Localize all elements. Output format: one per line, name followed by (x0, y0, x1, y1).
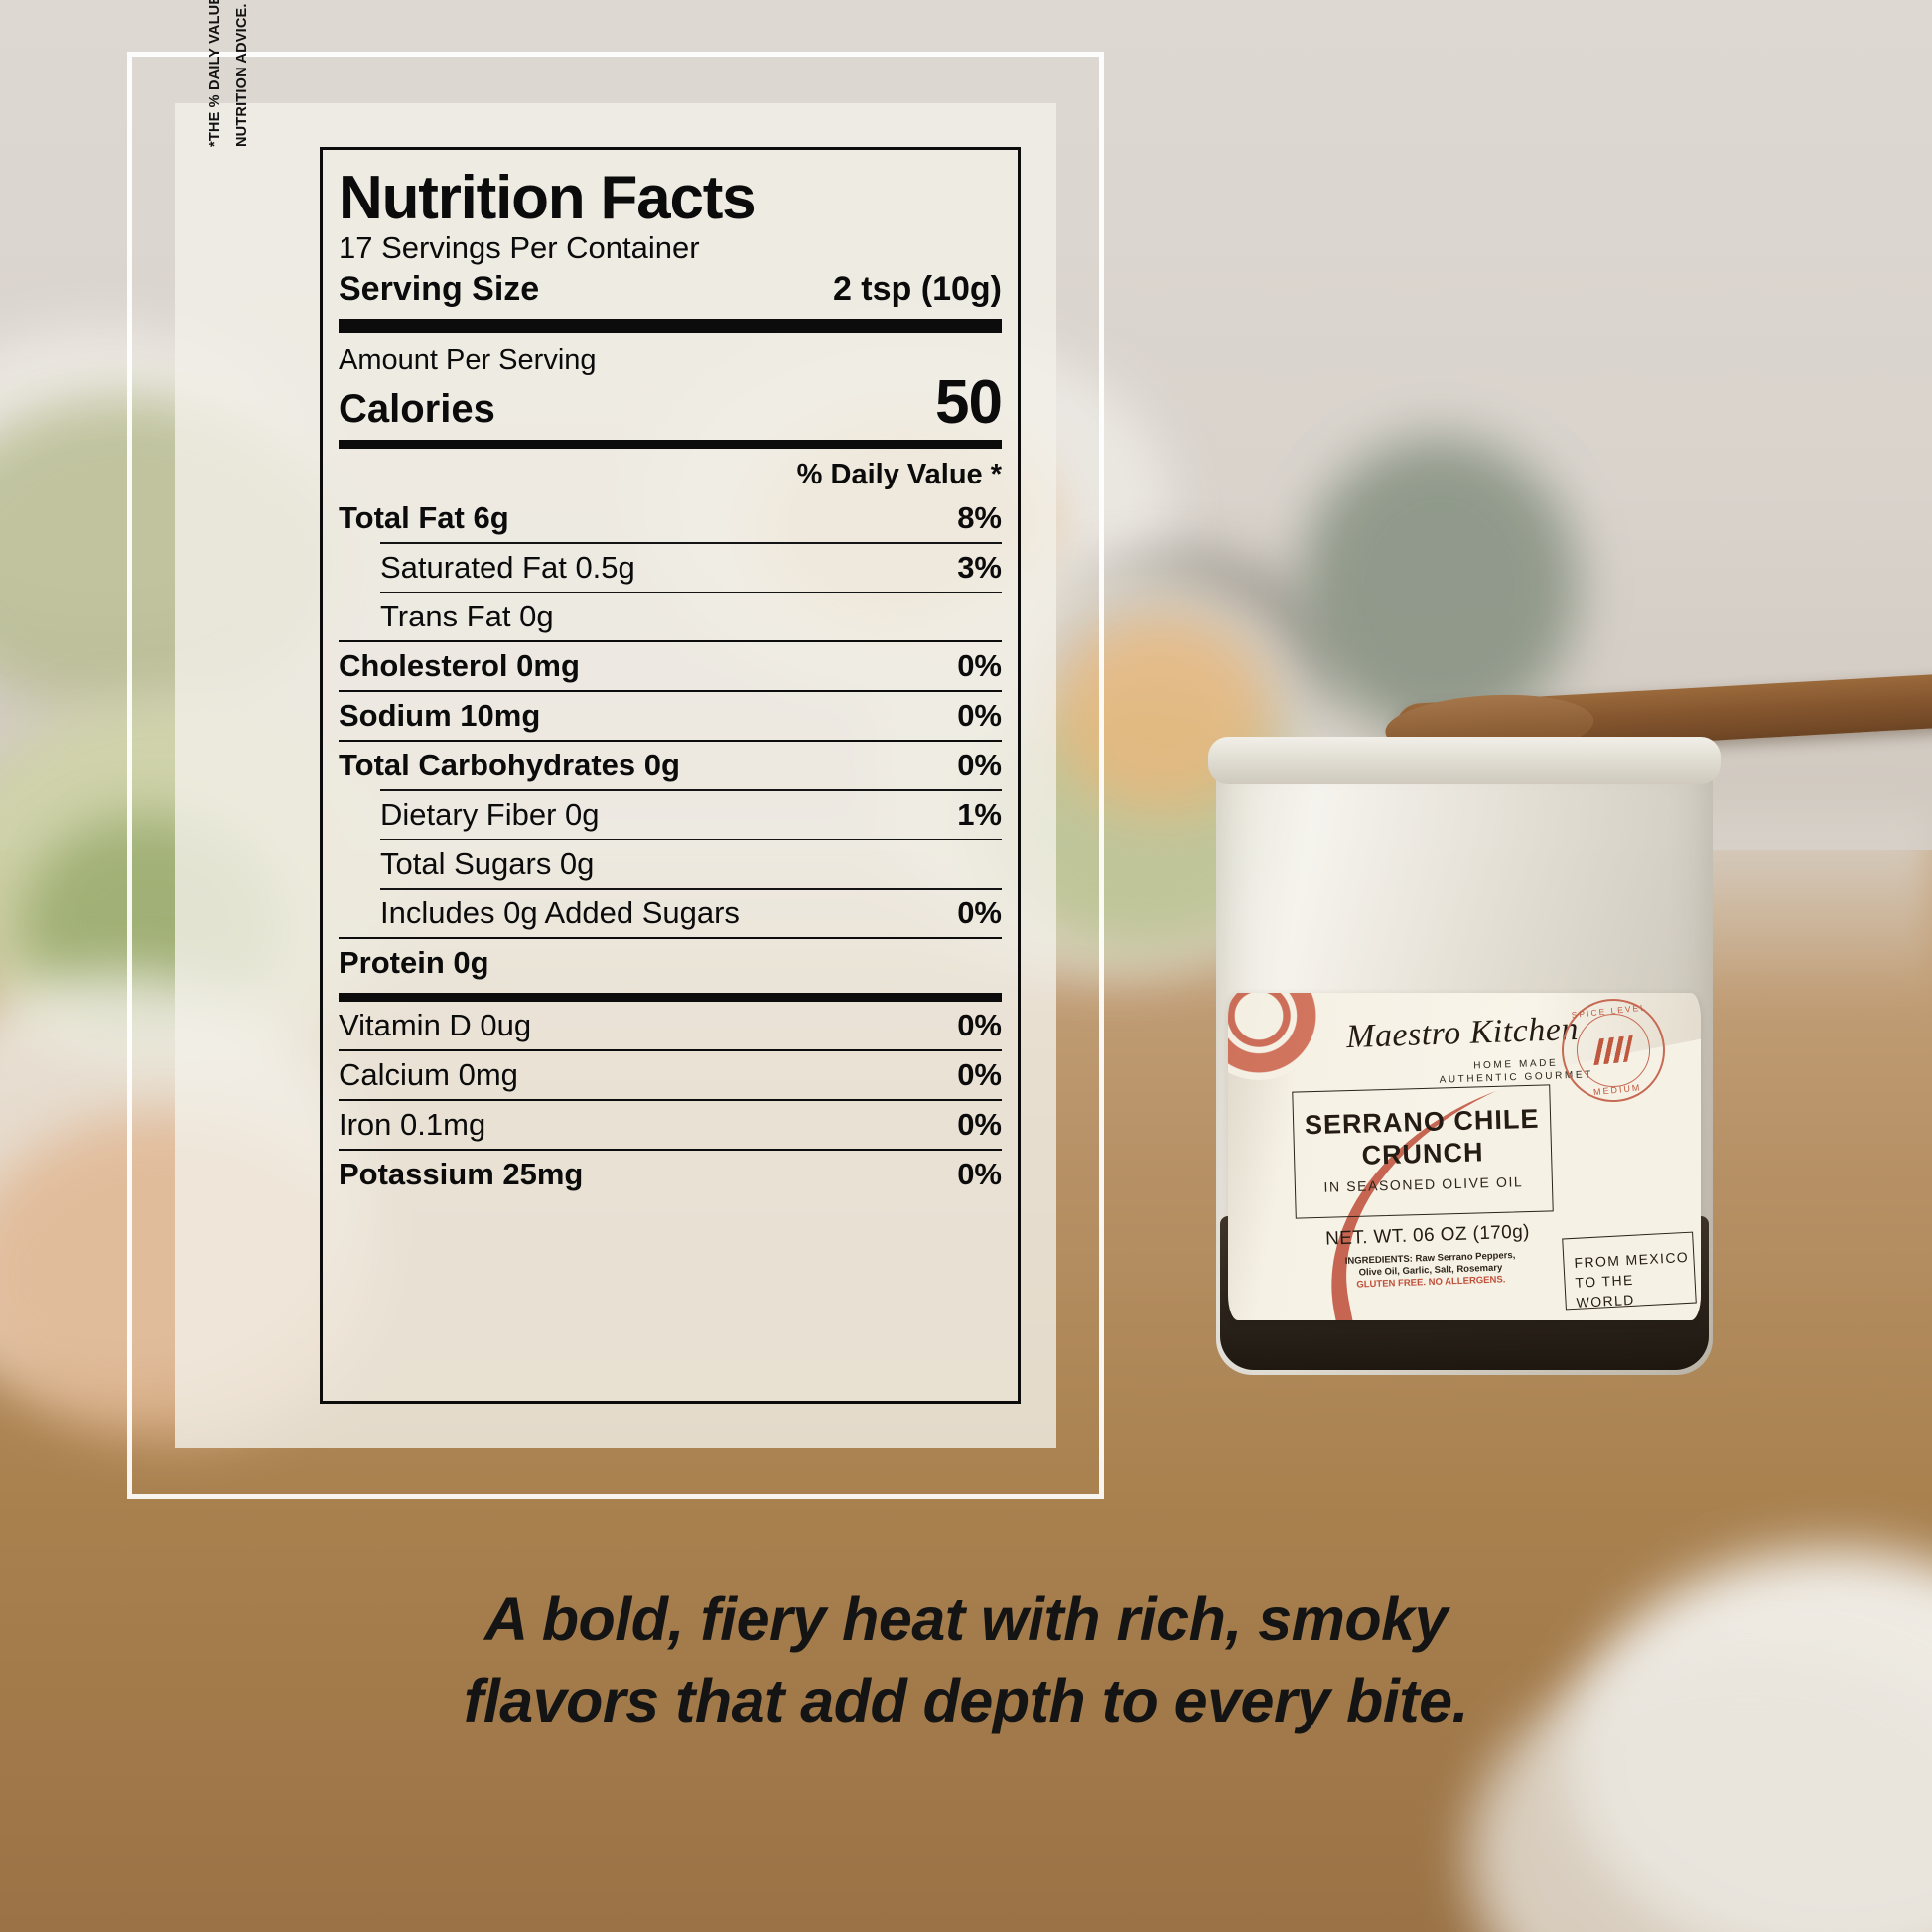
nutrient-row: Trans Fat 0g (339, 593, 1002, 640)
serving-size-row: Serving Size 2 tsp (10g) (339, 267, 1002, 311)
origin-line2: TO THE WORLD (1575, 1271, 1636, 1311)
jar-label: Maestro Kitchen HOME MADE AUTHENTIC GOUR… (1228, 993, 1701, 1320)
row-divider (339, 1048, 1002, 1051)
nutrient-daily-value: 0% (957, 895, 1002, 930)
nutrient-name: Calcium 0mg (339, 1056, 518, 1092)
row-divider (380, 838, 1002, 841)
product-name-box: SERRANO CHILE CRUNCH IN SEASONED OLIVE O… (1292, 1084, 1554, 1219)
nutrient-row: Protein 0g (339, 939, 1002, 987)
calories-row: Calories 50 (339, 368, 1003, 437)
micronutrient-rows: Vitamin D 0ug 0% Calcium 0mg 0% Iron 0.1mg 0%… (339, 1002, 1002, 1198)
nutrient-row: Total Carbohydrates 0g 0% (339, 742, 1002, 789)
divider-thick-2 (339, 440, 1002, 449)
spice-level-badge: SPICE LEVEL MEDIUM (1556, 993, 1671, 1108)
nutrient-daily-value: 0% (957, 698, 1002, 734)
nutrient-row: Total Fat 6g 8% (339, 494, 1002, 542)
nutrient-daily-value: 0% (957, 1056, 1002, 1092)
nutrient-name: Saturated Fat 0.5g (380, 549, 635, 585)
daily-value-header: % Daily Value * (796, 459, 1002, 490)
nutrition-facts-title: Nutrition Facts (339, 164, 757, 232)
tagline-caption: A bold, fiery heat with rich, smoky flav… (0, 1579, 1932, 1741)
nutrient-daily-value: 0% (957, 1106, 1002, 1142)
product-name-line2: CRUNCH (1361, 1137, 1484, 1171)
nutrient-row: Iron 0.1mg 0% (339, 1101, 1002, 1149)
divider-thick-1 (339, 319, 1002, 333)
nutrient-name: Potassium 25mg (339, 1156, 584, 1191)
nutrient-name: Total Fat 6g (339, 500, 509, 535)
calories-value: 50 (935, 368, 1003, 437)
blurred-green-jar (1301, 437, 1579, 735)
nutrient-row: Cholesterol 0mg 0% (339, 642, 1002, 690)
nutrient-row: Saturated Fat 0.5g 3% (339, 544, 1002, 592)
caption-line2: flavors that add depth to every bite. (464, 1667, 1468, 1734)
nutrient-row: Includes 0g Added Sugars 0% (339, 890, 1002, 937)
nutrient-name: Includes 0g Added Sugars (380, 895, 740, 930)
servings-per-container: 17 Servings Per Container (339, 230, 700, 265)
macronutrient-rows: Total Fat 6g 8% Saturated Fat 0.5g 3% Trans … (339, 494, 1002, 987)
outer-frame-border (127, 52, 1104, 1499)
origin-badge: FROM MEXICO TO THE WORLD (1562, 1231, 1697, 1311)
nutrient-name: Total Sugars 0g (380, 846, 595, 882)
nutrient-daily-value: 3% (957, 549, 1002, 585)
nutrient-name: Vitamin D 0ug (339, 1007, 532, 1042)
row-divider (339, 1098, 1002, 1101)
nutrient-row: Sodium 10mg 0% (339, 692, 1002, 740)
nutrient-daily-value: 0% (957, 1007, 1002, 1042)
nutrient-row: Total Sugars 0g (339, 840, 1002, 888)
nutrient-daily-value: 8% (957, 500, 1002, 535)
jar-rim (1208, 737, 1721, 784)
product-jar: Maestro Kitchen HOME MADE AUTHENTIC GOUR… (1186, 673, 1932, 1390)
caption-line1: A bold, fiery heat with rich, smoky (484, 1586, 1449, 1653)
row-divider (380, 542, 1002, 544)
label-rosette-icon (1228, 993, 1323, 1080)
row-divider (339, 936, 1002, 939)
nutrient-daily-value: 0% (957, 1156, 1002, 1191)
row-divider (380, 591, 1002, 594)
row-divider (339, 1148, 1002, 1151)
nutrient-name: Total Carbohydrates 0g (339, 748, 680, 783)
nutrient-name: Iron 0.1mg (339, 1106, 486, 1142)
row-divider (339, 690, 1002, 693)
nutrient-name: Protein 0g (339, 944, 489, 980)
nutrient-row: Vitamin D 0ug 0% (339, 1002, 1002, 1049)
nutrient-daily-value: 0% (957, 748, 1002, 783)
chili-flame-icon (1593, 1035, 1633, 1066)
nutrient-daily-value: 0% (957, 648, 1002, 684)
row-divider (339, 740, 1002, 743)
nutrient-name: Sodium 10mg (339, 698, 541, 734)
row-divider (380, 789, 1002, 791)
row-divider (380, 888, 1002, 890)
nutrient-row: Calcium 0mg 0% (339, 1051, 1002, 1099)
brand-tagline-line1: HOME MADE (1473, 1057, 1559, 1072)
divider-thick-3 (339, 992, 1002, 1002)
serving-size-value: 2 tsp (10g) (832, 270, 1002, 308)
row-divider (339, 640, 1002, 643)
nutrient-row: Dietary Fiber 0g 1% (339, 791, 1002, 839)
nutrient-daily-value: 1% (957, 796, 1002, 832)
nutrient-name: Trans Fat 0g (380, 599, 554, 634)
nutrient-name: Cholesterol 0mg (339, 648, 580, 684)
serving-size-label: Serving Size (339, 270, 540, 308)
nutrient-name: Dietary Fiber 0g (380, 796, 600, 832)
amount-per-serving-label: Amount Per Serving (339, 345, 597, 376)
nutrition-facts-panel: Nutrition Facts 17 Servings Per Containe… (320, 147, 1021, 1404)
product-name-line3: IN SEASONED OLIVE OIL (1323, 1173, 1524, 1195)
calories-label: Calories (339, 387, 495, 431)
footnote-container: *THE % DAILY VALUE (DV) TELLS YOU HOW MU… (0, 0, 250, 1271)
nutrient-row: Potassium 25mg 0% (339, 1151, 1002, 1198)
daily-value-footnote: *THE % DAILY VALUE (DV) TELLS YOU HOW MU… (207, 0, 250, 147)
